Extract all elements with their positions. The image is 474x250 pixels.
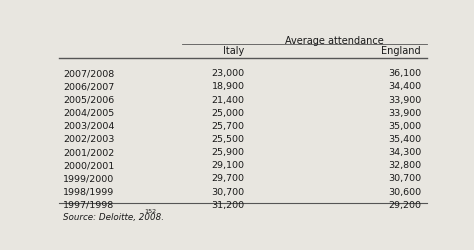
- Text: 25,500: 25,500: [212, 134, 245, 143]
- Text: 1998/1999: 1998/1999: [63, 187, 114, 196]
- Text: 1997/1998: 1997/1998: [63, 200, 114, 209]
- Text: 25,900: 25,900: [212, 148, 245, 156]
- Text: 2004/2005: 2004/2005: [63, 108, 114, 117]
- Text: Italy: Italy: [223, 46, 245, 56]
- Text: 2003/2004: 2003/2004: [63, 121, 114, 130]
- Text: 30,700: 30,700: [388, 174, 421, 183]
- Text: 2001/2002: 2001/2002: [63, 148, 114, 156]
- Text: 21,400: 21,400: [212, 95, 245, 104]
- Text: Source: Deloitte, 2008.: Source: Deloitte, 2008.: [63, 212, 164, 221]
- Text: 33,900: 33,900: [388, 95, 421, 104]
- Text: 34,400: 34,400: [388, 82, 421, 91]
- Text: 34,300: 34,300: [388, 148, 421, 156]
- Text: 32,800: 32,800: [388, 160, 421, 170]
- Text: 31,200: 31,200: [211, 200, 245, 209]
- Text: 2005/2006: 2005/2006: [63, 95, 114, 104]
- Text: 29,100: 29,100: [212, 160, 245, 170]
- Text: 2000/2001: 2000/2001: [63, 160, 114, 170]
- Text: 25,700: 25,700: [212, 121, 245, 130]
- Text: 152: 152: [145, 208, 156, 213]
- Text: 33,900: 33,900: [388, 108, 421, 117]
- Text: 23,000: 23,000: [211, 69, 245, 78]
- Text: 2007/2008: 2007/2008: [63, 69, 114, 78]
- Text: 18,900: 18,900: [212, 82, 245, 91]
- Text: 35,400: 35,400: [388, 134, 421, 143]
- Text: 2006/2007: 2006/2007: [63, 82, 114, 91]
- Text: 30,600: 30,600: [388, 187, 421, 196]
- Text: 1999/2000: 1999/2000: [63, 174, 114, 183]
- Text: Average attendance: Average attendance: [285, 36, 384, 46]
- Text: 25,000: 25,000: [212, 108, 245, 117]
- Text: England: England: [382, 46, 421, 56]
- Text: 36,100: 36,100: [388, 69, 421, 78]
- Text: 2002/2003: 2002/2003: [63, 134, 114, 143]
- Text: 29,200: 29,200: [388, 200, 421, 209]
- Text: 35,000: 35,000: [388, 121, 421, 130]
- Text: 30,700: 30,700: [211, 187, 245, 196]
- Text: 29,700: 29,700: [212, 174, 245, 183]
